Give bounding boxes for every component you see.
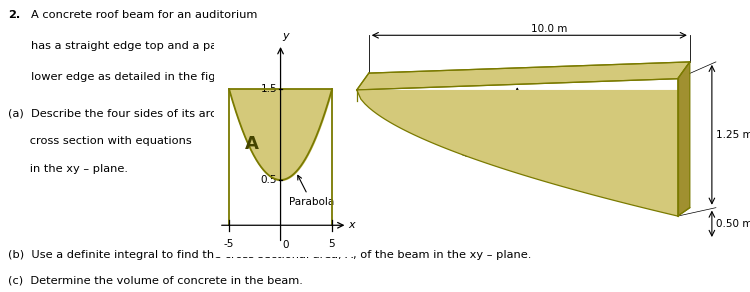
Text: 0.50 m: 0.50 m (716, 219, 750, 229)
Text: -5: -5 (224, 239, 234, 249)
Text: 0: 0 (283, 240, 289, 250)
Text: Parabola: Parabola (289, 175, 334, 207)
Text: 10.0 m: 10.0 m (531, 24, 568, 34)
Text: 1.5: 1.5 (260, 84, 277, 94)
Text: 5: 5 (328, 239, 335, 249)
Text: in the xy – plane.: in the xy – plane. (8, 164, 128, 173)
Polygon shape (678, 62, 690, 216)
Text: A: A (244, 135, 259, 153)
Text: 0.5: 0.5 (260, 175, 277, 185)
Text: y: y (283, 31, 289, 41)
Polygon shape (357, 62, 690, 90)
Text: x: x (349, 220, 355, 230)
Text: cross section with equations: cross section with equations (8, 136, 192, 146)
Text: Parabola: Parabola (415, 120, 466, 156)
Text: lower edge as detailed in the figures.: lower edge as detailed in the figures. (31, 72, 244, 81)
Text: 1.25 m: 1.25 m (716, 130, 750, 140)
Text: 0.50 m: 0.50 m (525, 121, 562, 131)
Text: (a)  Describe the four sides of its arched: (a) Describe the four sides of its arche… (8, 108, 238, 118)
Text: 2.: 2. (8, 10, 20, 20)
Text: has a straight edge top and a parabolic: has a straight edge top and a parabolic (31, 41, 256, 51)
Polygon shape (357, 90, 678, 216)
Text: (b)  Use a definite integral to find the cross sectional area, A, of the beam in: (b) Use a definite integral to find the … (8, 250, 532, 260)
Text: (c)  Determine the volume of concrete in the beam.: (c) Determine the volume of concrete in … (8, 276, 303, 286)
Text: A concrete roof beam for an auditorium: A concrete roof beam for an auditorium (31, 10, 257, 20)
